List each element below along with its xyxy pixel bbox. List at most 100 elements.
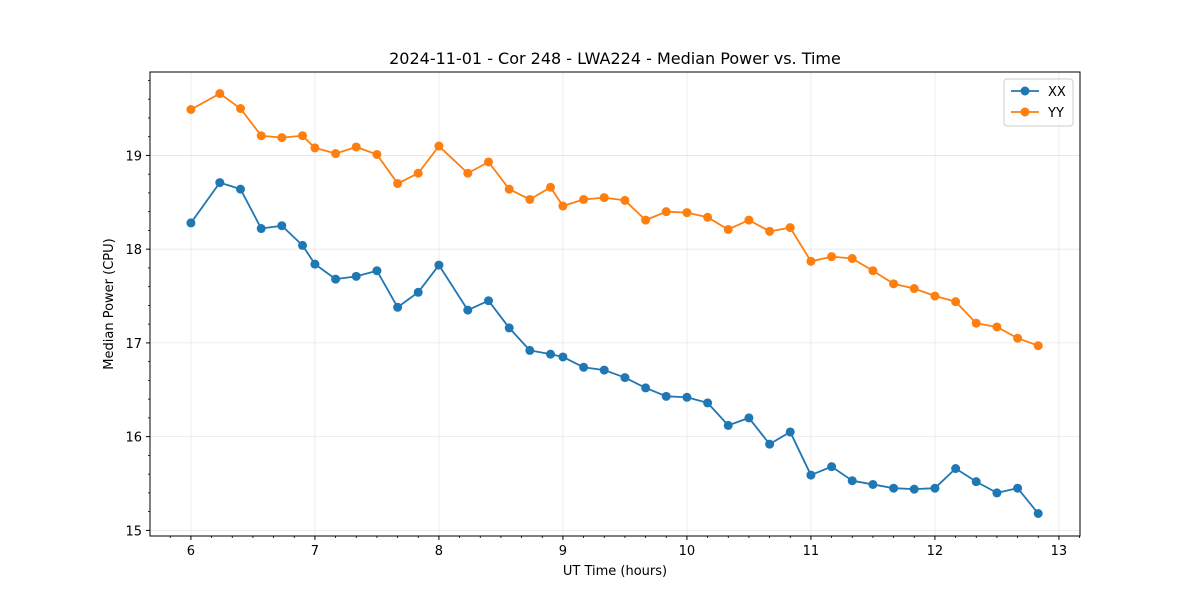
data-point-yy [765,226,775,236]
data-point-xx [703,398,713,408]
x-tick-label: 8 [435,544,443,559]
data-point-xx [930,483,940,493]
data-point-yy [951,297,961,307]
data-point-yy [484,157,494,167]
data-point-yy [393,179,403,189]
legend: XX YY [1003,78,1074,127]
x-tick-label: 12 [927,544,944,559]
data-point-yy [909,284,919,294]
data-point-xx [909,484,919,494]
data-point-xx [785,427,795,437]
x-tick-label: 9 [559,544,567,559]
data-point-xx [298,240,308,250]
data-point-xx [599,365,609,375]
data-point-yy [298,131,308,141]
data-point-yy [463,168,473,178]
data-point-xx [434,260,444,270]
x-tick-label: 10 [679,544,696,559]
data-point-xx [868,479,878,489]
data-point-xx [723,420,733,430]
data-point-xx [1033,509,1043,519]
legend-label-yy: YY [1047,106,1064,121]
data-point-xx [579,362,589,372]
legend-marker-yy [1020,107,1030,117]
data-point-xx [372,266,382,276]
data-point-xx [393,302,403,312]
data-point-yy [847,254,857,264]
data-point-yy [310,143,320,153]
data-point-yy [744,215,754,225]
data-point-xx [661,391,671,401]
data-point-yy [992,322,1002,332]
data-point-yy [682,208,692,218]
chart-title: 2024-11-01 - Cor 248 - LWA224 - Median P… [389,49,841,68]
data-point-xx [765,439,775,449]
data-point-yy [806,256,816,266]
data-point-yy [504,184,514,194]
data-point-xx [525,345,535,355]
data-point-yy [785,223,795,233]
data-point-xx [186,218,196,228]
y-tick-label: 15 [125,524,142,539]
data-point-yy [703,212,713,222]
y-tick-label: 18 [125,243,142,258]
data-point-xx [484,296,494,306]
y-tick-label: 19 [125,149,142,164]
data-point-xx [971,477,981,487]
data-point-yy [236,104,246,114]
x-tick-label: 13 [1051,544,1068,559]
data-point-yy [525,194,535,204]
data-point-yy [256,131,266,141]
data-point-yy [546,182,556,192]
data-point-yy [186,104,196,114]
data-point-yy [558,201,568,211]
data-point-xx [413,287,423,297]
data-point-yy [331,149,341,159]
y-tick-label: 17 [125,337,142,352]
series-layer [186,89,1043,519]
data-point-yy [620,195,630,205]
data-point-yy [434,141,444,151]
data-point-yy [930,291,940,301]
x-tick-label: 6 [187,544,195,559]
data-point-xx [992,488,1002,498]
data-point-yy [868,266,878,276]
data-point-xx [215,178,225,188]
data-point-yy [599,193,609,203]
data-point-xx [277,221,287,231]
data-point-xx [310,259,320,269]
data-point-yy [413,168,423,178]
plot-frame [149,71,1081,537]
data-point-xx [256,224,266,234]
data-point-yy [579,194,589,204]
data-point-yy [372,149,382,159]
y-tick-label: 16 [125,431,142,446]
legend-marker-xx [1020,86,1030,96]
axes: 6 7 8 9 10 11 12 13 15 16 17 18 19 [125,80,1080,559]
data-point-yy [661,207,671,217]
data-point-xx [1013,483,1023,493]
data-point-xx [744,413,754,423]
data-point-xx [889,483,899,493]
y-axis-title: Median Power (CPU) [102,238,117,369]
data-point-yy [277,133,287,143]
data-point-xx [951,464,961,474]
data-point-xx [504,323,514,333]
data-point-xx [236,184,246,194]
data-point-xx [546,349,556,359]
data-point-xx [620,373,630,383]
data-point-yy [1013,333,1023,343]
x-tick-label: 11 [803,544,820,559]
data-point-yy [827,252,837,262]
data-point-xx [827,462,837,472]
data-point-yy [1033,341,1043,351]
data-point-xx [806,470,816,480]
data-point-yy [215,89,225,99]
data-point-xx [847,476,857,486]
data-point-xx [641,383,651,393]
data-point-yy [971,318,981,328]
legend-label-xx: XX [1048,85,1066,100]
data-point-xx [558,352,568,362]
data-point-yy [641,215,651,225]
